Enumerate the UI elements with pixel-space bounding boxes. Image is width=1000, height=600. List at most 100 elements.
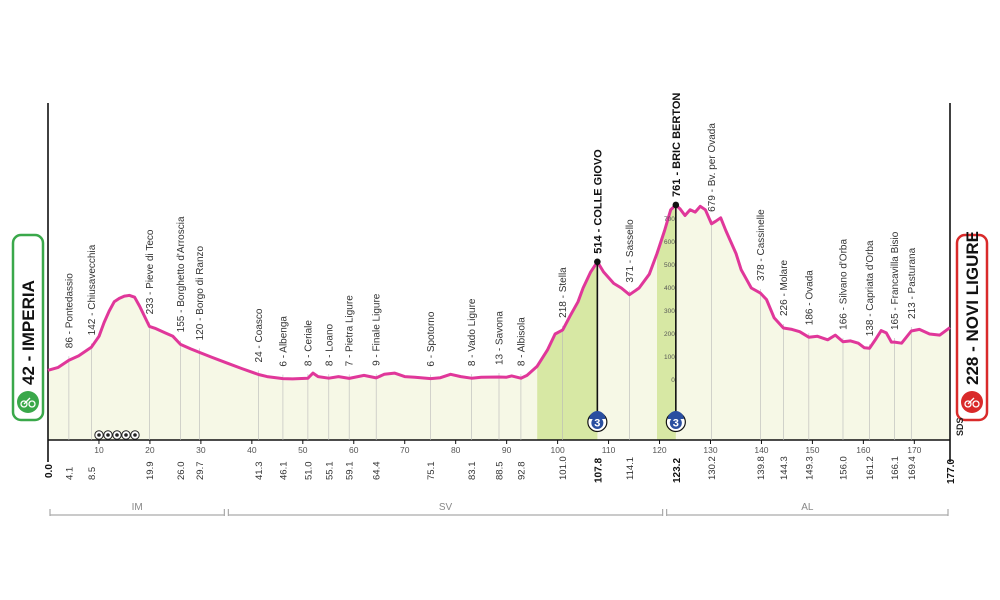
start-label: 42 - IMPERIA xyxy=(19,280,38,385)
place-label: 166 - Silvano d'Orba xyxy=(838,239,849,330)
region-label: SV xyxy=(439,502,453,513)
place-label: 9 - Finale Ligure xyxy=(372,293,383,366)
feed-zone-marker-core xyxy=(106,433,110,437)
place-km-label: 64.4 xyxy=(372,462,383,481)
feed-zone-marker-core xyxy=(133,433,137,437)
place-label: 6 - Albenga xyxy=(278,316,289,367)
place-label: 213 - Pasturana xyxy=(907,247,918,319)
place-label: 8 - Ceriale xyxy=(303,320,314,367)
profile-frame xyxy=(47,103,951,516)
finish-label: 228 - NOVI LIGURE xyxy=(963,231,982,385)
altitude-scale-label: 500 xyxy=(664,262,675,269)
place-label: 165 - Francavilla Bisio xyxy=(890,231,901,330)
region-label: IM xyxy=(132,502,143,513)
place-km-label: 130.2 xyxy=(707,456,718,480)
km-tick-label: 30 xyxy=(196,445,206,455)
place-km-label: 166.1 xyxy=(890,456,901,480)
sds-label: SDS xyxy=(955,417,965,436)
feed-zone-marker-core xyxy=(124,433,128,437)
place-km-label: 8.5 xyxy=(87,467,98,480)
gpm-badge-top xyxy=(667,411,684,419)
place-km-label: 101.0 xyxy=(558,456,569,480)
place-km-label: 59.1 xyxy=(345,462,356,481)
place-label: 138 - Capriata d'Orba xyxy=(865,240,876,336)
km-tick-label: 120 xyxy=(652,445,666,455)
place-km-label: 92.8 xyxy=(516,462,527,481)
climb-label: 761 - BRIC BERTON xyxy=(671,93,683,197)
place-label: 13 - Savona xyxy=(495,311,506,365)
place-km-label: 29.7 xyxy=(195,462,206,481)
place-label: 155 - Borghetto d'Arroscia xyxy=(176,216,187,332)
place-label: 679 - Bv. per Ovada xyxy=(707,123,718,212)
km-tick-label: 50 xyxy=(298,445,308,455)
profile-area xyxy=(48,205,950,440)
axis-start-label: 0.0 xyxy=(44,464,55,478)
place-km-label: 139.8 xyxy=(756,456,767,480)
place-label: 8 - Albisola xyxy=(516,317,527,366)
finish-bike-wheel xyxy=(972,400,980,408)
altitude-scale-label: 600 xyxy=(664,239,675,246)
place-km-label: 4.1 xyxy=(64,467,75,480)
place-km-label: 83.1 xyxy=(467,462,478,481)
start-bike-icon xyxy=(17,391,39,413)
place-label: 233 - Pieve di Teco xyxy=(145,229,156,314)
place-label: 24 - Coasco xyxy=(254,308,265,362)
altitude-scale-label: 0 xyxy=(671,377,675,384)
start-bike-wheel xyxy=(20,400,28,408)
place-km-label: 26.0 xyxy=(176,462,187,481)
km-tick-label: 140 xyxy=(754,445,768,455)
place-label: 226 - Molare xyxy=(779,259,790,316)
place-km-label: 88.5 xyxy=(495,462,506,481)
km-tick-label: 40 xyxy=(247,445,257,455)
climb-summit-dot xyxy=(672,201,680,209)
start-bike-wheel xyxy=(28,400,36,408)
km-tick-label: 20 xyxy=(145,445,155,455)
place-km-label: 75.1 xyxy=(426,462,437,481)
place-km-label: 156.0 xyxy=(838,456,849,480)
place-label: 86 - Pontedassio xyxy=(64,273,75,348)
place-km-label: 149.3 xyxy=(804,456,815,480)
place-label: 8 - Loano xyxy=(324,323,335,366)
altitude-scale-label: 100 xyxy=(664,354,675,361)
start-bike-frame xyxy=(23,397,31,405)
km-tick-label: 160 xyxy=(856,445,870,455)
start-badge xyxy=(11,233,45,422)
place-km-label: 161.2 xyxy=(865,456,876,480)
finish-bike-frame xyxy=(967,397,975,405)
place-km-label: 169.4 xyxy=(907,456,918,480)
place-km-label: 46.1 xyxy=(278,462,289,481)
finish-badge xyxy=(955,233,989,422)
gpm-category: 3 xyxy=(594,418,600,430)
gpm-badge-core xyxy=(591,417,604,429)
place-km-label: 55.1 xyxy=(324,462,335,481)
gpm-badge-top xyxy=(589,411,606,419)
km-tick-label: 110 xyxy=(602,445,616,455)
feed-zone-marker-core xyxy=(97,433,101,437)
km-tick-label: 150 xyxy=(805,445,819,455)
altitude-scale-label: 300 xyxy=(664,308,675,315)
altitude-scale-label: 400 xyxy=(664,285,675,292)
axis-end-label: 177.0 xyxy=(946,459,957,484)
place-km-label: 41.3 xyxy=(254,462,265,481)
km-tick-label: 80 xyxy=(451,445,461,455)
profile-labels-layer: 10 20 30 40 50 60 70 80 90 100 110 120 130 140 150 160 1… xyxy=(19,93,982,513)
place-label: 8 - Vado Ligure xyxy=(467,298,478,366)
climb-area-1 xyxy=(537,261,598,440)
place-label: 218 - Stella xyxy=(558,267,569,318)
place-label: 371 - Sassello xyxy=(625,219,636,283)
climb-area-2 xyxy=(657,205,676,440)
km-tick-label: 60 xyxy=(349,445,359,455)
climb-km-label: 107.8 xyxy=(593,458,604,483)
altitude-scale-label: 200 xyxy=(664,331,675,338)
km-tick-label: 10 xyxy=(94,445,104,455)
feed-zone-marker-core xyxy=(115,433,119,437)
place-label: 378 - Cassinelle xyxy=(756,209,767,281)
place-km-label: 114.1 xyxy=(625,457,636,480)
gpm-category: 3 xyxy=(673,418,679,430)
profile-line xyxy=(47,203,951,381)
km-tick-label: 100 xyxy=(551,445,565,455)
region-label: AL xyxy=(801,502,814,513)
place-label: 6 - Spotorno xyxy=(426,311,437,366)
